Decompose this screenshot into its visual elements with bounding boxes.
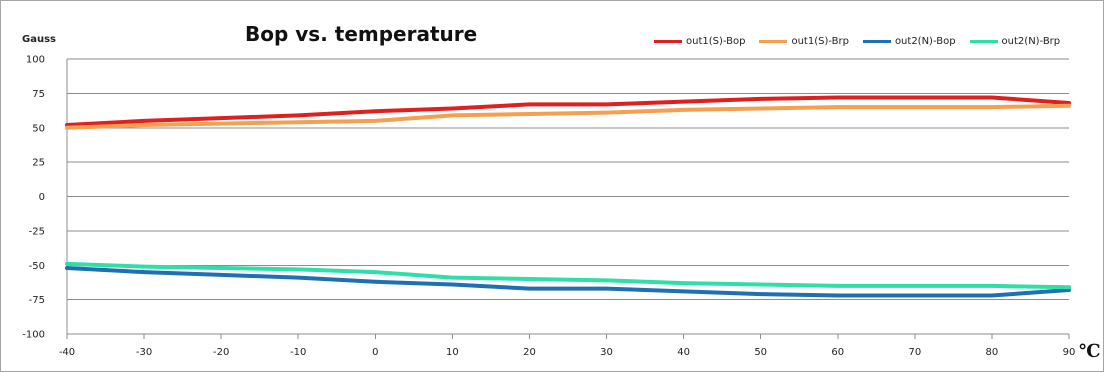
legend-item-out1-s-brp: out1(S)-Brp: [759, 36, 849, 47]
x-tick-label: 70: [908, 347, 921, 358]
x-tick-label: -40: [59, 347, 75, 358]
x-tick-label: -10: [290, 347, 306, 358]
x-tick-label: 90: [1063, 347, 1076, 358]
x-tick-label: 50: [754, 347, 767, 358]
y-tick-label: -25: [29, 226, 45, 237]
legend: out1(S)-Bop out1(S)-Brp out2(N)-Bop out2…: [654, 36, 1060, 47]
legend-swatch: [862, 40, 891, 43]
x-tick-label: 30: [600, 347, 613, 358]
legend-label: out1(S)-Bop: [686, 36, 746, 47]
y-tick-label: -50: [29, 261, 45, 272]
series-line: [65, 261, 1071, 290]
x-tick-label: -30: [136, 347, 152, 358]
x-tick-label: -20: [213, 347, 229, 358]
x-tick-label: 60: [831, 347, 844, 358]
y-tick-label: 100: [26, 55, 45, 66]
legend-swatch: [969, 40, 998, 43]
y-axis-unit-label: Gauss: [22, 34, 56, 45]
x-tick-label: 10: [446, 347, 459, 358]
y-tick-label: -100: [22, 330, 45, 341]
x-tick-label: 40: [677, 347, 690, 358]
y-tick-label: 0: [39, 192, 45, 203]
legend-item-out1-s-bop: out1(S)-Bop: [654, 36, 745, 47]
legend-swatch: [654, 40, 682, 43]
x-tick-label: 80: [986, 347, 999, 358]
series-line: [65, 266, 1071, 298]
legend-label: out2(N)-Bop: [894, 36, 956, 47]
y-tick-label: 50: [32, 123, 45, 134]
series-line: [65, 103, 1071, 130]
legend-item-out2-n-bop: out2(N)-Bop: [862, 36, 956, 47]
legend-swatch: [759, 40, 788, 43]
y-tick-label: -75: [29, 295, 45, 306]
chart-title: Bop vs. temperature: [245, 22, 478, 46]
legend-label: out1(S)-Brp: [791, 36, 849, 47]
x-axis-unit-label: ℃: [1079, 341, 1101, 362]
legend-label: out2(N)-Brp: [1001, 36, 1061, 47]
series-line: [65, 95, 1071, 127]
x-tick-label: 20: [523, 347, 536, 358]
legend-item-out2-n-brp: out2(N)-Brp: [969, 36, 1061, 47]
y-tick-label: 75: [32, 89, 45, 100]
y-tick-label: 25: [32, 158, 45, 169]
x-tick-label: 0: [372, 347, 378, 358]
